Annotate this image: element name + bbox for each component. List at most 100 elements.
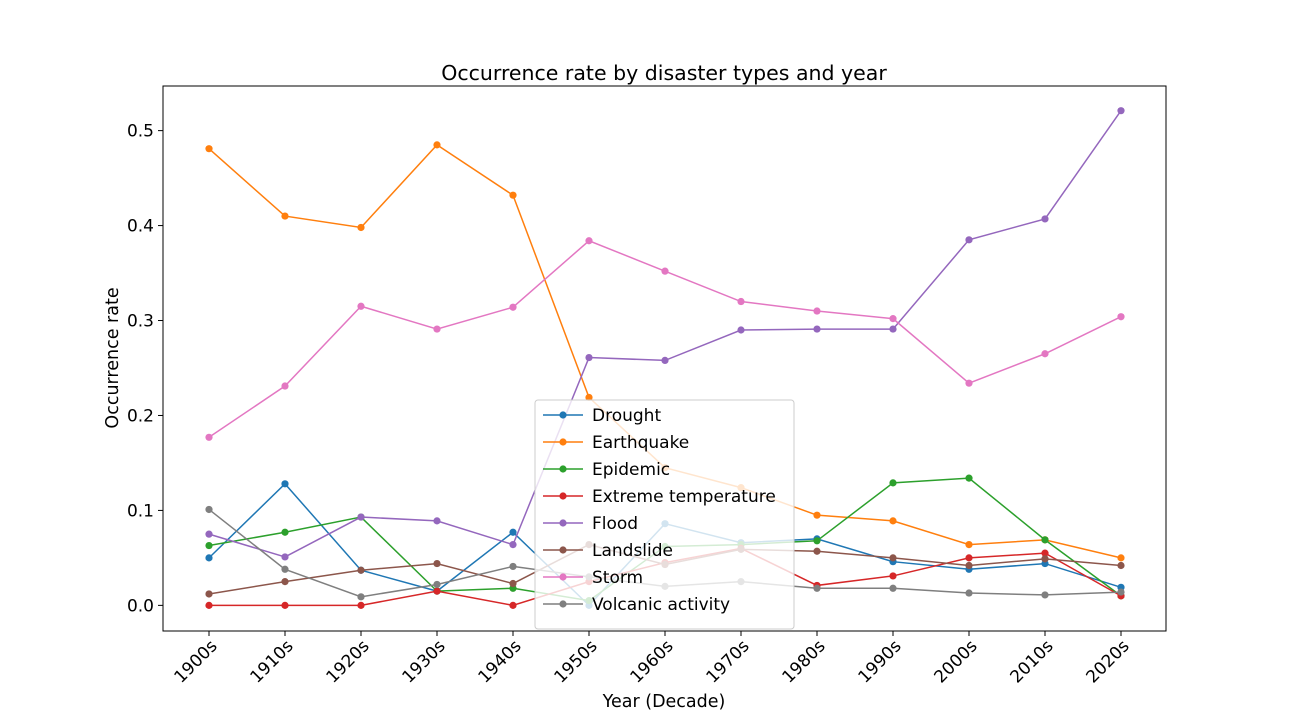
x-tick-label: 1900s xyxy=(171,636,222,687)
data-point xyxy=(965,474,973,482)
data-point xyxy=(585,393,593,402)
legend-marker xyxy=(559,519,567,527)
data-point xyxy=(661,356,669,364)
data-point xyxy=(813,307,821,315)
legend-item: Volcanic activity xyxy=(543,595,730,615)
data-point xyxy=(889,517,897,525)
data-point xyxy=(813,537,821,545)
data-point xyxy=(965,561,973,570)
data-point xyxy=(357,566,365,574)
data-point xyxy=(1041,555,1049,563)
legend-label: Epidemic xyxy=(592,460,670,480)
data-point xyxy=(509,528,517,536)
data-point xyxy=(509,562,517,571)
legend-marker xyxy=(559,465,567,473)
data-point xyxy=(509,191,517,199)
y-tick-label: 0.2 xyxy=(127,406,154,426)
y-axis-label: Occurrence rate xyxy=(103,287,123,428)
data-point xyxy=(965,589,973,597)
legend-marker xyxy=(559,411,567,419)
data-point xyxy=(205,530,213,538)
data-point xyxy=(813,325,821,333)
chart-title: Occurrence rate by disaster types and ye… xyxy=(441,61,887,85)
data-point xyxy=(433,517,441,525)
legend-label: Landslide xyxy=(592,541,673,561)
data-point xyxy=(661,267,669,275)
data-point xyxy=(889,315,897,323)
data-point xyxy=(889,479,897,487)
legend-item: Extreme temperature xyxy=(543,487,776,507)
data-point xyxy=(889,554,897,562)
legend-box xyxy=(534,399,795,630)
data-point xyxy=(585,237,593,245)
x-tick-label: 2010s xyxy=(1007,636,1058,687)
data-point xyxy=(357,513,365,521)
data-point xyxy=(357,601,365,609)
data-point xyxy=(965,379,973,387)
legend-marker xyxy=(559,492,567,500)
data-point xyxy=(813,511,821,519)
data-point xyxy=(281,212,289,220)
legend-item: Storm xyxy=(543,568,643,588)
legend-marker xyxy=(559,546,567,554)
data-point xyxy=(433,141,441,149)
legend-label: Earthquake xyxy=(592,433,689,453)
data-point xyxy=(205,505,213,514)
data-point xyxy=(1117,107,1125,115)
data-point xyxy=(509,601,517,609)
data-point xyxy=(813,547,821,555)
plot-frame xyxy=(162,85,1167,632)
legend: Drought Earthquake Epidemic Extreme tempera… xyxy=(534,399,795,630)
data-point xyxy=(357,223,365,232)
data-point xyxy=(1041,591,1049,599)
legend-marker xyxy=(559,573,567,581)
legend-label: Storm xyxy=(592,568,643,588)
data-point xyxy=(889,584,897,592)
data-point xyxy=(1041,215,1049,223)
data-point xyxy=(585,353,593,362)
data-point xyxy=(1041,536,1049,544)
legend-label: Drought xyxy=(592,406,661,426)
data-point xyxy=(509,579,517,588)
data-point xyxy=(737,326,745,334)
legend-item: Flood xyxy=(543,514,638,534)
data-point xyxy=(205,554,213,562)
data-point xyxy=(281,553,289,561)
data-point xyxy=(1117,561,1125,570)
data-point xyxy=(281,480,289,488)
data-point xyxy=(1117,588,1125,596)
legend-item: Epidemic xyxy=(543,460,670,480)
x-tick-label: 2020s xyxy=(1083,636,1134,687)
legend-label: Extreme temperature xyxy=(592,487,776,507)
legend-marker xyxy=(559,600,567,608)
data-point xyxy=(509,303,517,311)
x-tick-label: 1970s xyxy=(703,636,754,687)
series-storm xyxy=(205,237,1125,441)
data-point xyxy=(1117,313,1125,321)
data-point xyxy=(357,593,365,601)
x-axis-label: Year (Decade) xyxy=(602,692,726,712)
y-tick-label: 0.0 xyxy=(127,596,154,616)
legend-item: Landslide xyxy=(543,541,673,561)
data-point xyxy=(965,540,973,549)
y-tick-label: 0.5 xyxy=(127,122,154,142)
data-point xyxy=(889,325,897,333)
data-point xyxy=(1117,554,1125,562)
legend-label: Flood xyxy=(592,514,638,534)
data-point xyxy=(509,540,517,549)
data-point xyxy=(965,236,973,244)
x-tick-label: 1930s xyxy=(399,636,450,687)
data-point xyxy=(1041,549,1049,557)
x-tick-label: 1990s xyxy=(855,636,906,687)
data-point xyxy=(813,584,821,592)
x-tick-label: 1960s xyxy=(627,636,678,687)
data-point xyxy=(357,302,365,310)
data-point xyxy=(281,601,289,609)
legend-marker xyxy=(559,438,567,446)
data-point xyxy=(281,528,289,536)
series-flood xyxy=(205,107,1125,561)
data-point xyxy=(965,554,973,562)
data-point xyxy=(281,382,289,390)
data-point xyxy=(433,559,441,568)
